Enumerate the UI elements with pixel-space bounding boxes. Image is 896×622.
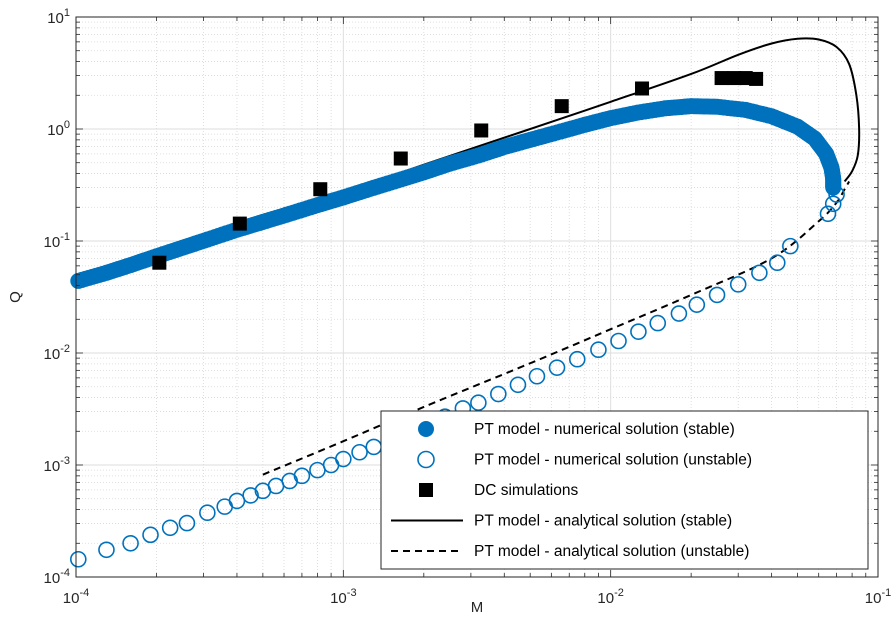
x-tick-label: 10-1	[865, 587, 891, 607]
legend-label: PT model - numerical solution (unstable)	[474, 452, 752, 469]
series-2	[152, 71, 764, 270]
unstable-point	[242, 487, 259, 504]
unstable-point	[768, 254, 786, 272]
unstable-point	[590, 341, 607, 359]
y-tick-label: 10-3	[44, 455, 70, 475]
tick-label-exponent: -3	[347, 587, 357, 599]
y-tick-label: 10-2	[44, 343, 70, 363]
unstable-point	[199, 504, 216, 522]
dc-simulation-point	[474, 123, 489, 138]
tick-label-exponent: -1	[60, 231, 70, 243]
tick-label-exponent: 0	[64, 119, 70, 131]
unstable-point	[782, 237, 799, 255]
unstable-point	[293, 467, 311, 485]
legend: PT model - numerical solution (stable) PT…	[380, 410, 869, 570]
dc-simulation-point	[714, 71, 729, 86]
unstable-point	[649, 314, 667, 332]
tick-label-exponent: -2	[614, 587, 624, 599]
dc-simulation-point	[749, 71, 764, 86]
axes-box	[75, 16, 879, 578]
y-axis-label: Q	[7, 291, 24, 303]
legend-marker-dc	[419, 483, 433, 497]
tick-marks	[75, 16, 879, 578]
tick-label-exponent: -2	[60, 343, 70, 355]
tick-label-exponent: -4	[79, 587, 89, 599]
tick-label-base: 10	[44, 458, 61, 475]
legend-label: DC simulations	[474, 482, 578, 499]
unstable-point	[688, 296, 706, 313]
unstable-point	[819, 205, 837, 223]
unstable-point	[824, 195, 842, 213]
tick-label-base: 10	[44, 234, 61, 251]
series-0	[70, 98, 842, 289]
legend-label: PT model - analytical solution (unstable…	[474, 543, 749, 560]
unstable-point	[161, 519, 179, 537]
tick-label-base: 10	[47, 10, 64, 27]
x-tick-labels: 10-4 10-3 10-2 10-1	[63, 587, 891, 607]
unstable-point	[490, 385, 507, 403]
unstable-point	[509, 376, 527, 394]
tick-label-exponent: -1	[881, 587, 891, 599]
unstable-point	[528, 367, 546, 385]
unstable-point	[178, 514, 196, 532]
tick-label-exponent: -3	[60, 455, 70, 467]
unstable-point	[630, 323, 647, 340]
dc-simulation-point	[727, 71, 742, 86]
unstable-point	[142, 526, 159, 544]
unstable-point	[729, 276, 747, 293]
tick-label-base: 10	[865, 590, 882, 607]
legend-label: PT model - numerical solution (stable)	[474, 421, 735, 438]
y-tick-label: 100	[47, 119, 70, 139]
x-tick-label: 10-2	[597, 587, 623, 607]
dc-simulation-point	[152, 255, 167, 270]
tick-label-base: 10	[47, 122, 64, 139]
unstable-point	[610, 332, 627, 350]
tick-label-base: 10	[330, 590, 347, 607]
legend-marker-unstable	[417, 450, 435, 469]
unstable-point	[670, 305, 688, 322]
dc-simulation-point	[313, 182, 328, 197]
tick-label-base: 10	[63, 590, 80, 607]
x-tick-label: 10-4	[63, 587, 89, 607]
unstable-point	[70, 550, 87, 568]
legend-box	[380, 410, 869, 570]
unstable-point	[98, 541, 115, 559]
dc-simulation-point	[232, 216, 247, 231]
unstable-point	[122, 534, 139, 552]
tick-label-base: 10	[44, 346, 61, 363]
y-tick-label: 101	[47, 7, 70, 27]
x-axis-label: M	[471, 599, 484, 616]
plot-area	[70, 37, 861, 568]
tick-label-base: 10	[597, 590, 614, 607]
unstable-point	[548, 359, 566, 376]
unstable-point	[708, 286, 726, 304]
unstable-point	[470, 394, 487, 411]
tick-label-base: 10	[44, 570, 61, 587]
legend-label: PT model - analytical solution (stable)	[474, 513, 732, 530]
unstable-point	[351, 443, 368, 461]
dc-simulation-point	[393, 151, 408, 166]
unstable-point	[828, 186, 845, 203]
dc-simulation-point	[554, 99, 569, 114]
series-1	[70, 186, 845, 568]
unstable-point	[751, 264, 768, 282]
tick-label-exponent: -4	[60, 567, 70, 579]
unstable-point	[568, 350, 586, 368]
unstable-point	[335, 450, 352, 468]
y-tick-label: 10-1	[44, 231, 70, 251]
tick-label-exponent: 1	[64, 7, 70, 19]
y-tick-label: 10-4	[44, 567, 70, 587]
dc-simulation-point	[635, 81, 650, 96]
x-tick-label: 10-3	[330, 587, 356, 607]
legend-marker-stable	[418, 421, 434, 437]
